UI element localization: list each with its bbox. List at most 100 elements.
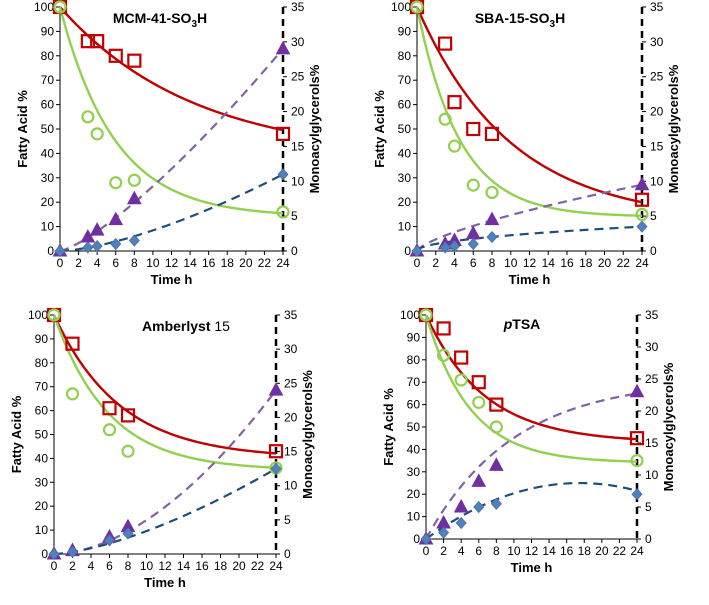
data-point-diamond xyxy=(66,545,79,559)
data-point-circle xyxy=(447,139,462,153)
x-tick-label: 12 xyxy=(165,256,179,270)
x-tick-label: 6 xyxy=(470,256,477,270)
data-point-circle xyxy=(472,395,486,409)
x-tick-label: 0 xyxy=(57,256,64,270)
y2-tick-label: 25 xyxy=(284,376,298,390)
y2-tick-label: 35 xyxy=(650,0,664,14)
y-tick-label: 40 xyxy=(35,451,49,465)
data-point-square xyxy=(120,408,136,423)
y2-tick-label: 15 xyxy=(650,139,664,153)
x-tick-label: 24 xyxy=(269,559,283,573)
data-point-diamond xyxy=(411,244,423,258)
y2-axis-title: Monoacylglycerols% xyxy=(300,370,315,499)
x-tick-label: 0 xyxy=(423,544,430,558)
y-tick-label: 0 xyxy=(47,244,54,258)
y-tick-label: 60 xyxy=(35,404,49,418)
data-point-triangle xyxy=(634,176,650,191)
y-tick-label: 20 xyxy=(35,499,49,513)
data-point-circle xyxy=(635,207,649,221)
y2-tick-label: 10 xyxy=(650,174,664,188)
y-tick-label: 20 xyxy=(41,195,55,209)
y2-tick-label: 30 xyxy=(291,35,305,49)
fit-curve-triangle xyxy=(59,48,284,253)
data-point-diamond xyxy=(467,237,479,251)
fit-curve-square xyxy=(415,6,643,204)
x-tick-label: 14 xyxy=(542,256,556,270)
panel-title-tail: H xyxy=(197,10,207,26)
panel-title-tail: 15 xyxy=(211,318,231,334)
data-point-diamond xyxy=(128,234,140,247)
y-tick-label: 90 xyxy=(41,24,55,38)
data-point-triangle xyxy=(471,473,487,487)
fit-curve-circle xyxy=(58,6,284,215)
x-tick-label: 2 xyxy=(432,256,439,270)
x-tick-label: 12 xyxy=(523,256,537,270)
x-tick-label: 6 xyxy=(112,256,119,270)
data-point-square xyxy=(108,48,123,63)
data-point-diamond xyxy=(277,168,289,181)
data-point-circle xyxy=(109,176,123,190)
y2-tick-label: 10 xyxy=(284,479,298,493)
data-point-triangle xyxy=(465,225,481,240)
y-axis-title: Fatty Acid % xyxy=(381,388,396,466)
x-tick-label: 10 xyxy=(146,256,160,270)
data-point-diamond xyxy=(438,526,450,539)
y2-tick-label: 5 xyxy=(645,500,652,514)
data-point-circle xyxy=(489,420,503,434)
y2-tick-label: 20 xyxy=(650,105,664,119)
x-tick-label: 14 xyxy=(177,559,191,573)
y2-tick-label: 15 xyxy=(291,139,305,153)
y2-tick-label: 30 xyxy=(284,342,298,356)
x-tick-label: 18 xyxy=(578,544,592,558)
data-point-circle xyxy=(65,387,80,401)
y-tick-label: 90 xyxy=(398,24,412,38)
x-tick-label: 4 xyxy=(94,256,101,270)
y2-axis-title: Monoacylglycerols% xyxy=(666,64,681,193)
y-tick-label: 80 xyxy=(398,49,412,63)
x-tick-label: 4 xyxy=(451,256,458,270)
x-tick-label: 18 xyxy=(214,559,228,573)
data-point-triangle xyxy=(484,211,500,226)
fit-curve-triangle xyxy=(416,183,643,252)
data-point-diamond xyxy=(91,240,103,253)
x-tick-label: 8 xyxy=(125,559,132,573)
y2-tick-label: 0 xyxy=(645,532,652,546)
y2-tick-label: 10 xyxy=(645,468,659,482)
y-tick-label: 50 xyxy=(407,420,421,434)
data-point-circle xyxy=(438,112,452,126)
data-point-diamond xyxy=(122,527,134,540)
fit-curve-triangle xyxy=(53,389,277,556)
data-point-diamond xyxy=(48,547,60,561)
data-point-square xyxy=(447,95,462,110)
x-tick-label: 22 xyxy=(251,559,265,573)
x-tick-label: 6 xyxy=(475,544,482,558)
x-tick-label: 18 xyxy=(221,256,235,270)
fit-curve-circle xyxy=(415,6,643,217)
y-tick-label: 70 xyxy=(35,380,49,394)
data-point-triangle xyxy=(268,382,284,396)
data-point-diamond xyxy=(490,497,502,510)
data-point-square xyxy=(489,397,504,412)
y-tick-label: 10 xyxy=(398,220,412,234)
x-tick-label: 20 xyxy=(595,544,609,558)
x-tick-label: 18 xyxy=(579,256,593,270)
y2-tick-label: 5 xyxy=(650,209,657,223)
y-tick-label: 100 xyxy=(400,308,420,322)
data-point-square xyxy=(65,336,80,351)
data-point-square xyxy=(436,321,451,336)
data-point-diamond xyxy=(103,534,116,547)
y-tick-label: 30 xyxy=(398,171,412,185)
x-axis-title: Time h xyxy=(509,272,551,287)
panel-title-main: SBA-15-SO xyxy=(475,10,550,26)
data-point-square xyxy=(466,121,481,137)
data-point-circle xyxy=(81,110,95,124)
x-axis-title: Time h xyxy=(151,272,193,287)
y-tick-label: 30 xyxy=(41,171,55,185)
fit-curve-square xyxy=(52,314,277,455)
data-point-circle xyxy=(485,185,499,200)
x-tick-label: 16 xyxy=(560,544,574,558)
